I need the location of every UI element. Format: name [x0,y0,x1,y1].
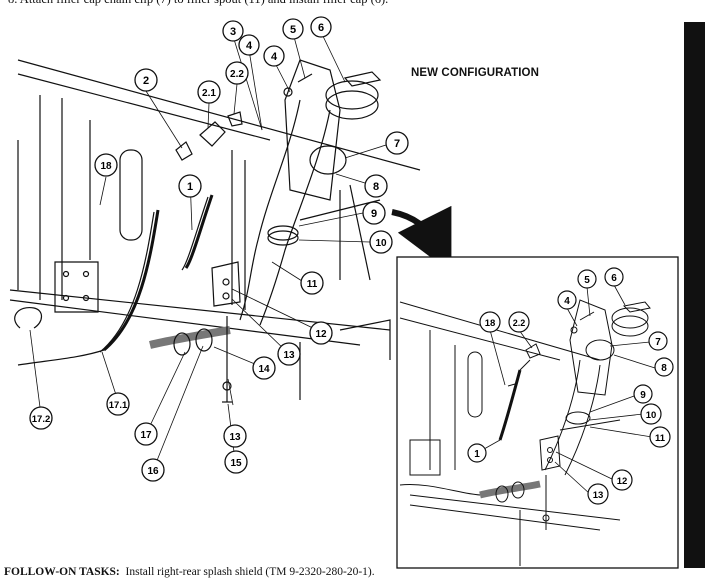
callout-4-upper: 4 [238,34,260,56]
callout-6: 6 [310,16,332,38]
callout-8: 8 [364,174,388,198]
svg-text:11: 11 [655,433,666,444]
svg-text:8: 8 [661,363,667,374]
svg-text:7: 7 [655,337,661,348]
inset-callout-8: 8 [654,357,674,377]
inset-view-drawing [399,299,651,566]
callout-7: 7 [385,131,409,155]
inset-callout-18: 18 [479,311,501,333]
svg-text:10: 10 [646,410,657,421]
svg-text:1: 1 [187,181,193,193]
inset-callout-6: 6 [604,267,624,287]
inset-callout-12: 12 [611,469,633,491]
svg-text:12: 12 [617,476,628,487]
svg-text:2: 2 [143,75,149,87]
svg-text:1: 1 [474,449,480,460]
main-callout-leaders [29,31,387,469]
inset-callout-11: 11 [649,426,671,448]
callout-15: 15 [224,450,248,474]
inset-callout-10: 10 [640,403,662,425]
main-view-drawing [9,59,421,403]
inset-callout-13: 13 [587,483,609,505]
callout-13-upper: 13 [277,342,301,366]
svg-text:2.2: 2.2 [513,318,526,328]
follow-on-tasks: FOLLOW-ON TASKS: Install right-rear spla… [4,566,375,578]
svg-text:6: 6 [318,22,324,34]
svg-text:8: 8 [373,181,379,193]
inset-callout-1: 1 [467,443,487,463]
svg-text:18: 18 [100,161,112,172]
inset-callout-4: 4 [557,290,577,310]
inset-callout-leaders [476,284,656,495]
callout-2: 2 [134,68,158,92]
callout-17-2: 17.2 [29,406,53,430]
callout-13-lower: 13 [223,424,247,448]
svg-text:13: 13 [593,490,604,501]
svg-text:17: 17 [140,430,152,441]
svg-text:4: 4 [564,296,570,307]
callout-2-1: 2.1 [197,80,221,104]
svg-text:5: 5 [584,275,590,286]
callout-18: 18 [94,153,118,177]
callout-4-lower: 4 [263,45,285,67]
svg-text:6: 6 [611,273,617,284]
svg-text:13: 13 [283,350,295,361]
callout-14: 14 [252,356,276,380]
step-8-instruction: 8. Attach filler cap chain clip (7) to f… [8,0,388,7]
svg-text:11: 11 [307,279,318,290]
svg-text:16: 16 [147,466,159,477]
callout-3: 3 [222,20,244,42]
follow-on-tasks-text: Install right-rear splash shield (TM 9-2… [125,566,375,578]
svg-text:17.2: 17.2 [32,414,51,425]
svg-text:9: 9 [640,390,646,401]
callout-2-2: 2.2 [225,61,249,85]
svg-text:2.2: 2.2 [230,69,244,80]
page-edge-tab [684,22,705,568]
svg-text:10: 10 [375,238,387,249]
svg-text:18: 18 [485,318,496,329]
inset-callout-9: 9 [633,384,653,404]
callout-1: 1 [178,174,202,198]
svg-text:12: 12 [315,329,327,340]
callout-12: 12 [309,321,333,345]
callout-5: 5 [282,18,304,40]
svg-text:5: 5 [290,24,296,36]
svg-text:14: 14 [258,364,270,375]
svg-text:2.1: 2.1 [202,88,216,99]
callout-11: 11 [300,271,324,295]
inset-callout-7: 7 [648,331,668,351]
new-configuration-label: NEW CONFIGURATION [411,67,539,79]
follow-on-tasks-label: FOLLOW-ON TASKS: [4,566,120,578]
callout-17: 17 [134,422,158,446]
inset-callout-5: 5 [577,269,597,289]
main-callouts: 2 2.1 2.2 3 4 4 5 6 7 8 9 10 11 12 13 13… [29,16,409,482]
svg-text:17.1: 17.1 [109,400,128,411]
svg-text:9: 9 [371,208,377,220]
svg-text:3: 3 [230,26,236,38]
svg-text:7: 7 [394,138,400,150]
inset-callout-2-2: 2.2 [508,311,530,333]
inset-frame [396,256,679,569]
new-configuration-arrow [391,205,452,273]
callout-16: 16 [141,458,165,482]
svg-text:4: 4 [246,40,253,52]
svg-text:4: 4 [271,51,278,63]
callout-9: 9 [362,201,386,225]
inset-callouts: 18 2.2 4 5 6 7 8 9 10 11 12 13 1 [467,267,674,505]
callout-10: 10 [369,230,393,254]
callout-17-1: 17.1 [106,392,130,416]
svg-text:15: 15 [230,458,242,469]
svg-text:13: 13 [229,432,241,443]
